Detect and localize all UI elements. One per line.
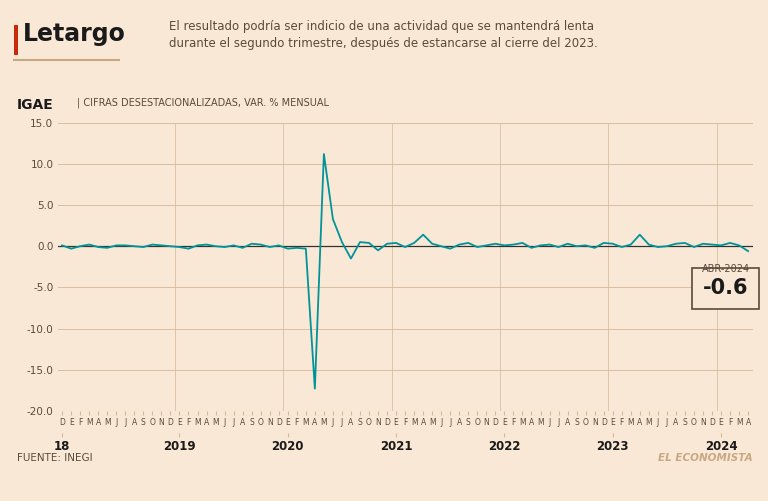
Text: Letargo: Letargo [23,23,126,47]
Text: | CIFRAS DESESTACIONALIZADAS, VAR. % MENSUAL: | CIFRAS DESESTACIONALIZADAS, VAR. % MEN… [77,98,329,108]
Text: FUENTE: INEGI: FUENTE: INEGI [17,453,92,463]
Bar [14,26,18,55]
Text: ABR-2024: ABR-2024 [701,264,750,274]
Text: IGAE: IGAE [17,98,54,112]
Text: El resultado podría ser indicio de una actividad que se mantendrá lenta
durante : El resultado podría ser indicio de una a… [169,21,598,51]
Text: -0.6: -0.6 [703,278,748,298]
Text: EL ECONOMISTA: EL ECONOMISTA [658,453,753,463]
